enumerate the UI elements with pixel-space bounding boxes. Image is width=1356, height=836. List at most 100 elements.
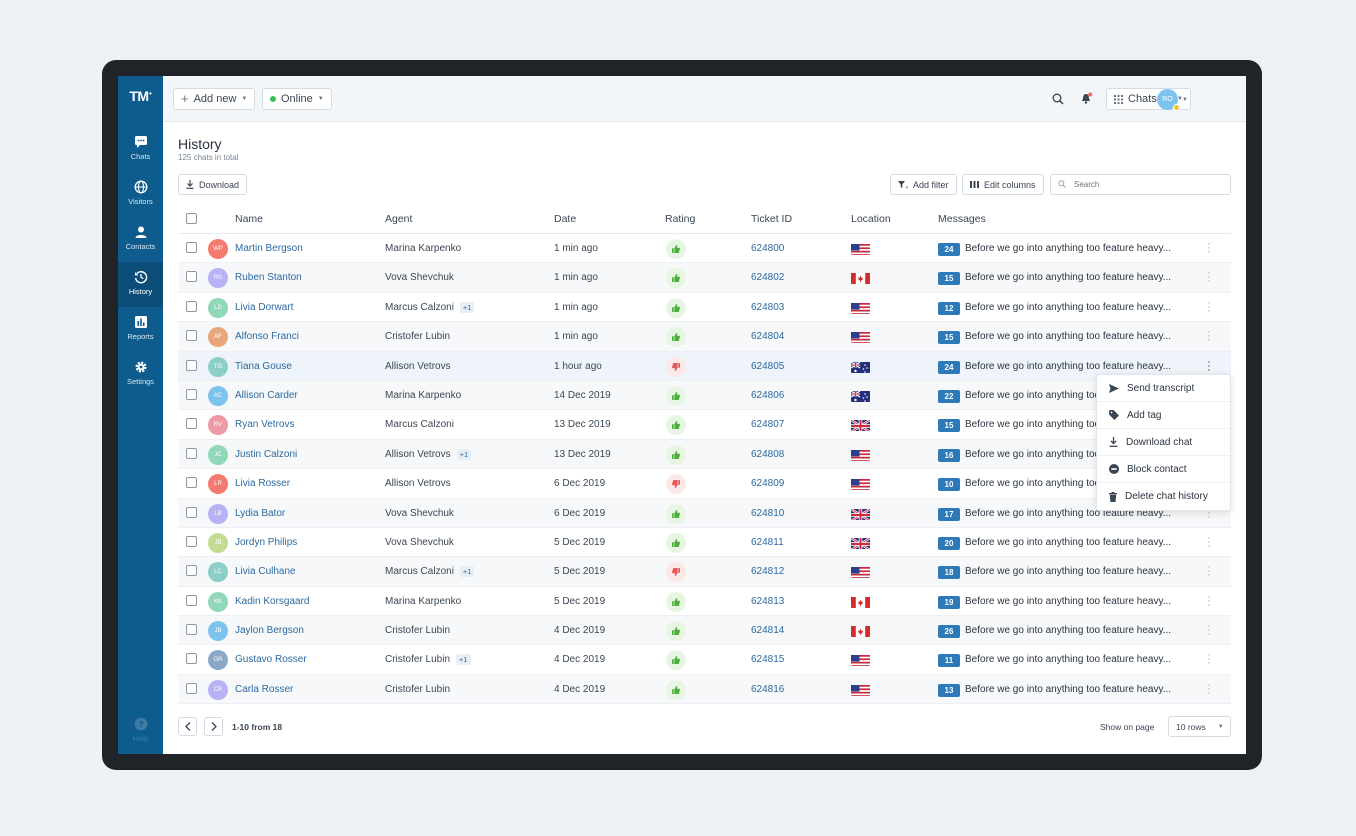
status-select[interactable]: Online ▼ (262, 88, 332, 110)
ticket-id-link[interactable]: 624811 (751, 536, 784, 548)
ticket-id-link[interactable]: 624814 (751, 625, 785, 637)
contact-name-link[interactable]: Livia Dorwart (235, 301, 294, 313)
column-header-rating[interactable]: Rating (665, 213, 696, 225)
add-filter-button[interactable]: + Add filter (890, 174, 957, 195)
sidebar-item-help[interactable]: ? Help (118, 709, 163, 754)
extra-agents-badge[interactable]: +1 (456, 654, 471, 666)
caret-down-icon[interactable]: ▼ (1182, 97, 1188, 103)
ticket-id-link[interactable]: 624808 (751, 448, 785, 460)
row-more-menu-icon[interactable]: ··· (1207, 296, 1211, 317)
search-input[interactable] (1050, 174, 1231, 195)
ticket-id-link[interactable]: 624815 (751, 654, 785, 666)
contact-name-link[interactable]: Carla Rosser (235, 683, 294, 695)
row-checkbox[interactable] (186, 682, 197, 694)
search-icon[interactable] (1052, 93, 1064, 105)
ticket-id-link[interactable]: 624804 (751, 331, 785, 343)
table-row[interactable]: LD Livia Dorwart Marcus Calzoni +1 1 min ago… (178, 293, 1231, 323)
ticket-id-link[interactable]: 624809 (751, 478, 785, 490)
column-header-date[interactable]: Date (554, 213, 577, 225)
table-row[interactable]: JC Justin Calzoni Allison Vetrovs +1 13 Dec … (178, 439, 1231, 470)
ticket-id-link[interactable]: 624805 (751, 360, 785, 372)
contact-name-link[interactable]: Livia Culhane (235, 566, 296, 578)
ticket-id-link[interactable]: 624803 (751, 301, 785, 313)
row-more-menu-icon[interactable]: ··· (1207, 355, 1211, 376)
contact-name-link[interactable]: Ruben Stanton (235, 272, 302, 284)
ticket-id-link[interactable]: 624812 (751, 566, 785, 578)
table-row[interactable]: LR Livia Rosser Allison Vetrovs 6 Dec 2019 6… (178, 469, 1231, 499)
row-checkbox[interactable] (186, 330, 197, 342)
select-all-checkbox[interactable] (186, 213, 197, 224)
ticket-id-link[interactable]: 624813 (751, 595, 785, 607)
table-row[interactable]: AC Allison Carder Marina Karpenko 14 Dec 20… (178, 380, 1231, 411)
table-row[interactable]: CR Carla Rosser Cristofer Lubin 4 Dec 2019 6… (178, 674, 1231, 705)
table-row[interactable]: TG Tiana Gouse Allison Vetrovs 1 hour ago 62… (178, 351, 1231, 381)
row-more-menu-icon[interactable]: ··· (1207, 326, 1211, 347)
row-checkbox[interactable] (186, 535, 197, 547)
sidebar-item-settings[interactable]: Settings (118, 352, 163, 397)
table-row[interactable]: JB Jordyn Philips Vova Shevchuk 5 Dec 2019 6… (178, 528, 1231, 558)
table-row[interactable]: LB Lydia Bator Vova Shevchuk 6 Dec 2019 6248… (178, 498, 1231, 528)
row-more-menu-icon[interactable]: ··· (1207, 531, 1211, 552)
row-checkbox[interactable] (186, 447, 197, 459)
row-checkbox[interactable] (186, 624, 197, 636)
ticket-id-link[interactable]: 624806 (751, 389, 785, 401)
row-checkbox[interactable] (186, 300, 197, 312)
row-more-menu-icon[interactable]: ··· (1207, 590, 1211, 611)
table-row[interactable]: RV Ryan Vetrovs Marcus Calzoni 13 Dec 2019 6… (178, 410, 1231, 440)
extra-agents-badge[interactable]: +1 (459, 301, 475, 313)
row-checkbox[interactable] (186, 242, 197, 253)
row-checkbox[interactable] (186, 565, 197, 577)
column-header-name[interactable]: Name (235, 213, 264, 225)
row-checkbox[interactable] (186, 653, 197, 665)
download-button[interactable]: Download (178, 174, 248, 195)
contact-name-link[interactable]: Tiana Gouse (235, 360, 292, 372)
extra-agents-badge[interactable]: +1 (459, 566, 475, 578)
ticket-id-link[interactable]: 624800 (751, 243, 785, 254)
row-checkbox[interactable] (186, 594, 197, 606)
table-row[interactable]: RS Ruben Stanton Vova Shevchuk 1 min ago 624… (178, 263, 1231, 293)
sidebar-item-contacts[interactable]: Contacts (118, 217, 163, 262)
sidebar-item-history[interactable]: History (118, 262, 163, 307)
extra-agents-badge[interactable]: +1 (456, 448, 472, 460)
contact-name-link[interactable]: Livia Rosser (235, 478, 291, 490)
contact-name-link[interactable]: Jordyn Philips (235, 536, 298, 548)
menu-item-download-chat[interactable]: Download chat (1097, 429, 1230, 456)
row-checkbox[interactable] (186, 418, 197, 430)
app-logo[interactable]: TM+ (129, 88, 152, 104)
menu-item-delete-chat-history[interactable]: Delete chat history (1097, 483, 1230, 510)
sidebar-item-chats[interactable]: Chats (118, 127, 163, 172)
contact-name-link[interactable]: Jaylon Bergson (235, 625, 304, 637)
sidebar-item-visitors[interactable]: Visitors (118, 172, 163, 217)
menu-item-add-tag[interactable]: Add tag (1097, 402, 1230, 429)
row-checkbox[interactable] (186, 271, 197, 283)
column-header-ticket-id[interactable]: Ticket ID (751, 213, 793, 225)
contact-name-link[interactable]: Kadin Korsgaard (235, 595, 310, 607)
edit-columns-button[interactable]: Edit columns (962, 174, 1044, 195)
row-more-menu-icon[interactable]: ··· (1207, 267, 1211, 288)
rows-per-page-select[interactable]: 10 rows ▼ (1168, 716, 1231, 737)
contact-name-link[interactable]: Justin Calzoni (235, 448, 298, 460)
user-avatar[interactable]: RO (1157, 89, 1180, 111)
contact-name-link[interactable]: Ryan Vetrovs (235, 419, 295, 431)
row-checkbox[interactable] (186, 506, 197, 518)
row-more-menu-icon[interactable]: ··· (1207, 561, 1211, 582)
row-more-menu-icon[interactable]: ··· (1207, 238, 1211, 258)
contact-name-link[interactable]: Gustavo Rosser (235, 654, 307, 666)
table-row[interactable]: GR Gustavo Rosser Cristofer Lubin +1 4 Dec 2… (178, 645, 1231, 675)
sidebar-item-reports[interactable]: Reports (118, 307, 163, 352)
menu-item-block-contact[interactable]: Block contact (1097, 456, 1230, 483)
contact-name-link[interactable]: Alfonso Franci (235, 331, 299, 343)
ticket-id-link[interactable]: 624810 (751, 507, 785, 519)
column-header-location[interactable]: Location (851, 213, 891, 225)
bell-icon[interactable] (1080, 92, 1093, 105)
prev-page-button[interactable] (178, 717, 197, 736)
table-row[interactable]: JB Jaylon Bergson Cristofer Lubin 4 Dec 201… (178, 616, 1231, 646)
row-more-menu-icon[interactable]: ··· (1207, 649, 1211, 670)
row-checkbox[interactable] (186, 359, 197, 371)
next-page-button[interactable] (204, 717, 223, 736)
row-more-menu-icon[interactable]: ··· (1207, 620, 1211, 641)
ticket-id-link[interactable]: 624802 (751, 272, 785, 284)
table-row[interactable]: AF Alfonso Franci Cristofer Lubin 1 min ago… (178, 322, 1231, 352)
row-more-menu-icon[interactable]: ··· (1207, 678, 1211, 699)
row-checkbox[interactable] (186, 388, 197, 400)
